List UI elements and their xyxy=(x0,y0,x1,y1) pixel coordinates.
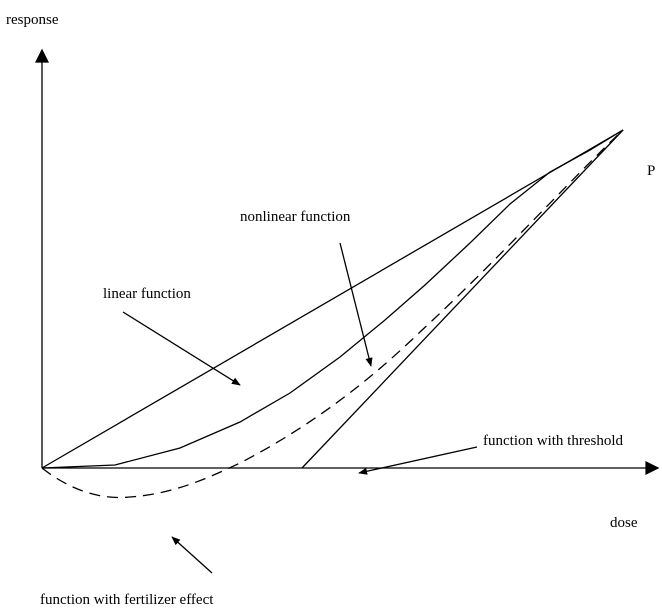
fertilizer-curve xyxy=(41,129,624,499)
fertilizer-pointer xyxy=(171,536,213,574)
threshold-label: function with threshold xyxy=(483,433,623,449)
threshold-curve xyxy=(301,129,624,469)
y-axis-label: response xyxy=(6,12,59,28)
fertilizer-label: function with fertilizer effect xyxy=(40,592,214,608)
threshold-pointer xyxy=(358,446,478,475)
linear-pointer xyxy=(122,311,241,386)
nonlinear-pointer xyxy=(339,242,373,367)
nonlinear-curve xyxy=(41,129,624,469)
nonlinear-label: nonlinear function xyxy=(240,209,351,225)
point-label: P xyxy=(647,163,655,179)
x-axis-label: dose xyxy=(610,515,638,531)
linear-curve xyxy=(41,129,624,469)
linear-label: linear function xyxy=(103,286,191,302)
